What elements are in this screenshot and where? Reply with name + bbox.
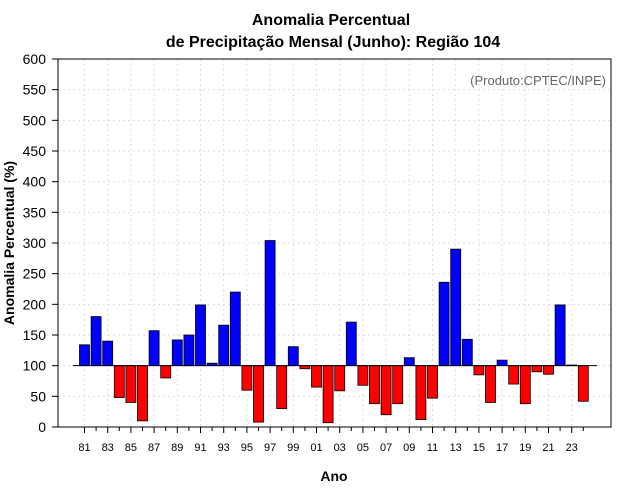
y-tick-label: 500: [23, 112, 47, 128]
bar-06: [369, 365, 380, 405]
bar-90: [183, 334, 195, 367]
bar-82: [90, 316, 102, 367]
bar-05: [357, 365, 369, 386]
bar-22: [554, 304, 566, 367]
x-tick-label: 17: [496, 442, 508, 454]
bar-13: [450, 248, 462, 367]
bar-88: [160, 365, 172, 379]
bar-04: [345, 321, 357, 367]
bar-20: [531, 365, 543, 373]
bar-21: [543, 365, 554, 375]
bar-07: [380, 365, 392, 416]
x-tick-label: 03: [334, 442, 346, 454]
chart-title: Anomalia Percentual: [252, 12, 410, 29]
bar-10: [415, 365, 427, 421]
y-tick-label: 50: [30, 388, 46, 404]
bar-12: [438, 281, 450, 367]
bar-17: [496, 359, 508, 367]
bar-97: [264, 240, 276, 367]
y-tick-label: 200: [23, 296, 47, 312]
y-tick-label: 400: [23, 174, 47, 190]
bar-94: [229, 291, 241, 367]
y-tick-label: 300: [23, 235, 47, 251]
x-tick-label: 95: [241, 442, 253, 454]
y-axis-ticks: 0 50 100 150 200 250 300 350 400 450 500 550 600: [23, 51, 58, 435]
y-tick-label: 250: [23, 266, 47, 282]
bar-14: [461, 338, 473, 367]
bar-08: [392, 365, 404, 405]
x-tick-label: 23: [566, 442, 578, 454]
x-tick-label: 07: [380, 442, 392, 454]
bar-83: [102, 340, 114, 367]
bar-87: [148, 330, 160, 367]
bar-95: [241, 365, 253, 391]
x-tick-label: 85: [125, 442, 137, 454]
bar-02: [322, 365, 334, 424]
y-tick-label: 350: [23, 204, 47, 220]
bar-19: [519, 365, 531, 405]
x-tick-label: 21: [542, 442, 554, 454]
bar-99: [287, 346, 299, 367]
x-tick-label: 15: [473, 442, 485, 454]
x-axis-ticks: 81 83 85 87 89 91 93 95 97 99 01 03 05 07 09 11 13 15 17 19…: [78, 427, 584, 454]
chart-subtitle: de Precipitação Mensal (Junho): Região 1…: [166, 34, 500, 51]
y-tick-label: 150: [23, 327, 47, 343]
bar-86: [137, 365, 148, 422]
x-tick-label: 89: [171, 442, 183, 454]
x-tick-label: 11: [427, 442, 438, 454]
y-tick-label: 550: [23, 82, 47, 98]
bar-85: [125, 365, 137, 403]
x-tick-label: 19: [519, 442, 531, 454]
x-axis-label: Ano: [320, 468, 347, 484]
bar-89: [171, 339, 183, 367]
x-tick-label: 97: [264, 442, 276, 454]
x-tick-label: 91: [194, 442, 206, 454]
bar-15: [473, 365, 485, 376]
x-tick-label: 83: [102, 442, 114, 454]
x-tick-label: 93: [218, 442, 230, 454]
bar-18: [508, 365, 520, 385]
x-tick-label: 99: [287, 442, 299, 454]
y-tick-label: 100: [23, 358, 47, 374]
bar-81: [79, 344, 90, 367]
bar-84: [113, 365, 125, 398]
x-tick-label: 01: [310, 442, 322, 454]
bar-01: [311, 365, 322, 388]
bar-09: [403, 357, 415, 367]
credit-label: (Produto:CPTEC/INPE): [470, 73, 606, 88]
x-tick-label: 09: [403, 442, 415, 454]
y-tick-label: 450: [23, 143, 47, 159]
bar-03: [334, 365, 346, 392]
bars: [79, 240, 589, 424]
x-tick-label: 05: [357, 442, 369, 454]
x-tick-label: 81: [78, 442, 90, 454]
bar-11: [427, 365, 438, 399]
x-tick-label: 13: [450, 442, 462, 454]
y-tick-label: 0: [38, 419, 46, 435]
bar-96: [253, 365, 264, 423]
bar-24: [577, 365, 589, 402]
x-tick-label: 87: [148, 442, 160, 454]
bar-91: [195, 304, 206, 367]
bar-16: [485, 365, 496, 403]
bar-98: [276, 365, 288, 409]
y-tick-label: 600: [23, 51, 47, 67]
bar-93: [218, 324, 230, 367]
y-axis-label: Anomalia Percentual (%): [1, 161, 17, 325]
